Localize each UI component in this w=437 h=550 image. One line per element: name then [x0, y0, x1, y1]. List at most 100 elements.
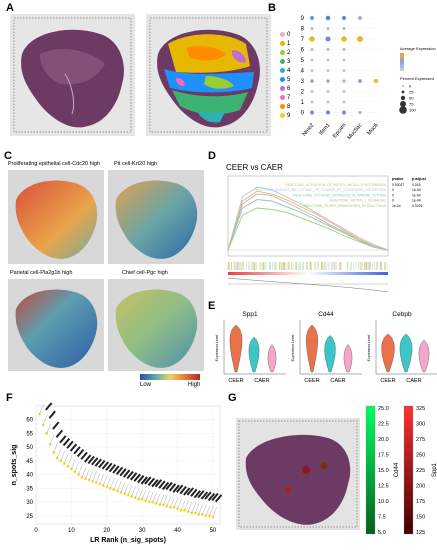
rank-x-tick: 50: [210, 528, 217, 534]
rank-x-tick: 10: [68, 528, 75, 534]
rank-point: [161, 503, 165, 507]
rank-label-leader: [195, 502, 200, 514]
dotplot-y-tick: 0: [301, 111, 305, 117]
violin-group-label: CEER: [304, 378, 319, 384]
dotplot-point: [326, 27, 330, 30]
rank-y-tick: 50: [26, 445, 33, 451]
rank-label-leader: [42, 415, 48, 426]
rank-point: [176, 507, 179, 511]
cluster-legend-dot: [280, 113, 285, 118]
gsea-series-label: REACTOME_CYTOKINE_SIGNALING_IN_IMMUNE_SY…: [293, 193, 386, 197]
rank-point-label-mark: [91, 457, 99, 466]
dotplot-y-tick: 7: [301, 37, 305, 43]
rank-point-label-mark: [211, 492, 219, 502]
rank-label-leader: [156, 493, 161, 504]
dotplot-y-tick: 6: [301, 48, 305, 54]
rank-label-leader: [131, 486, 136, 497]
cluster-legend-item: 7: [280, 93, 294, 102]
rank-label-leader: [85, 468, 90, 479]
dotplot-point: [310, 69, 314, 72]
rank-label-leader: [117, 481, 122, 492]
rank-label-leader: [205, 505, 210, 516]
rank-point-label-mark: [214, 494, 223, 503]
rank-point: [190, 511, 194, 515]
rank-point-label-mark: [115, 466, 124, 475]
gsea-plot: CEER vs CAER REACTOME_ACTIVATION_OF_MATRI…: [226, 163, 427, 293]
rank-point-label-mark: [190, 488, 198, 497]
rank-label-leader: [149, 491, 154, 503]
gsea-frame: [227, 175, 389, 257]
gsea-table-cell: 0.0025: [412, 204, 422, 208]
rank-point-label-mark: [48, 410, 56, 419]
cluster-legend-dot: [280, 104, 285, 109]
violin-group-label: CEER: [228, 378, 243, 384]
gsea-rank-bar: [228, 272, 388, 275]
cluster-legend-dot: [280, 32, 285, 37]
rank-label-leader: [60, 450, 65, 461]
rank-point-label-mark: [147, 477, 156, 486]
rank-point-label-mark: [168, 483, 177, 492]
rank-point: [204, 514, 208, 518]
dotplot-point: [342, 58, 346, 62]
rank-label-leader: [120, 482, 126, 493]
rank-point-label-mark: [55, 429, 64, 438]
violin-group-label: CAER: [330, 378, 345, 384]
dotplot-point: [310, 79, 314, 83]
rank-label-leader: [191, 502, 196, 514]
rank-point: [126, 493, 130, 497]
rank-point-label-mark: [69, 443, 78, 452]
rank-point-label-mark: [122, 469, 131, 478]
rank-point: [193, 511, 197, 515]
panel-label-b: B: [268, 2, 276, 14]
rank-point-label-mark: [151, 479, 159, 488]
rank-point: [59, 459, 63, 463]
rank-point-label-mark: [144, 476, 152, 485]
rank-point-label-mark: [200, 491, 209, 500]
rank-label-leader: [99, 474, 104, 485]
rank-point: [207, 514, 211, 518]
violin-shape: [248, 336, 260, 373]
violin-ylabel: Expression Level: [367, 334, 371, 361]
rank-point-label-mark: [98, 459, 106, 469]
rank-point: [130, 495, 133, 498]
rank-x-tick: 20: [103, 528, 110, 534]
dotplot-legend-size-label: 75: [409, 102, 414, 107]
gsea-table-cell: 0: [392, 193, 394, 197]
gsea-series-line: [227, 186, 389, 251]
colorbar-tick: 300: [416, 422, 425, 428]
rank-label-leader: [57, 448, 62, 459]
dotplot-point: [342, 90, 346, 93]
violin-shape: [418, 339, 430, 373]
dotplot-point: [310, 100, 314, 104]
colorbar-tick: 7.5: [378, 515, 386, 521]
rank-label-leader: [170, 497, 175, 508]
rank-point-label-mark: [84, 454, 92, 463]
dotplot-point: [310, 58, 314, 62]
rank-label-leader: [180, 500, 186, 511]
rank-point: [200, 512, 204, 516]
rank-point: [154, 502, 158, 505]
cluster-legend-item: 0: [280, 30, 294, 39]
rank-point-label-mark: [137, 475, 145, 484]
rank-point-label-mark: [158, 480, 166, 489]
rank-point: [80, 475, 84, 479]
gsea-title: CEER vs CAER: [226, 163, 283, 172]
rank-label-leader: [142, 489, 147, 500]
rank-point-label-mark: [161, 481, 170, 491]
rank-label-leader: [96, 472, 101, 483]
gsea-series-line: [227, 193, 389, 251]
rank-point-label-mark: [193, 490, 202, 499]
rank-point-label-mark: [66, 440, 74, 449]
rank-y-tick: 45: [26, 459, 33, 465]
rank-label-leader: [67, 456, 72, 467]
dotplot-y-tick: 9: [301, 16, 305, 22]
dotplot-point: [358, 79, 362, 83]
dotplot-point: [309, 15, 315, 21]
rank-point-label-mark: [197, 490, 205, 499]
violin-shape: [229, 324, 243, 373]
dotplot-point: [310, 48, 314, 51]
dotplot-point: [310, 27, 314, 30]
rank-label-leader: [71, 459, 76, 470]
gsea-table-cell: 1e-04: [392, 204, 401, 208]
rank-label-leader: [163, 494, 168, 505]
